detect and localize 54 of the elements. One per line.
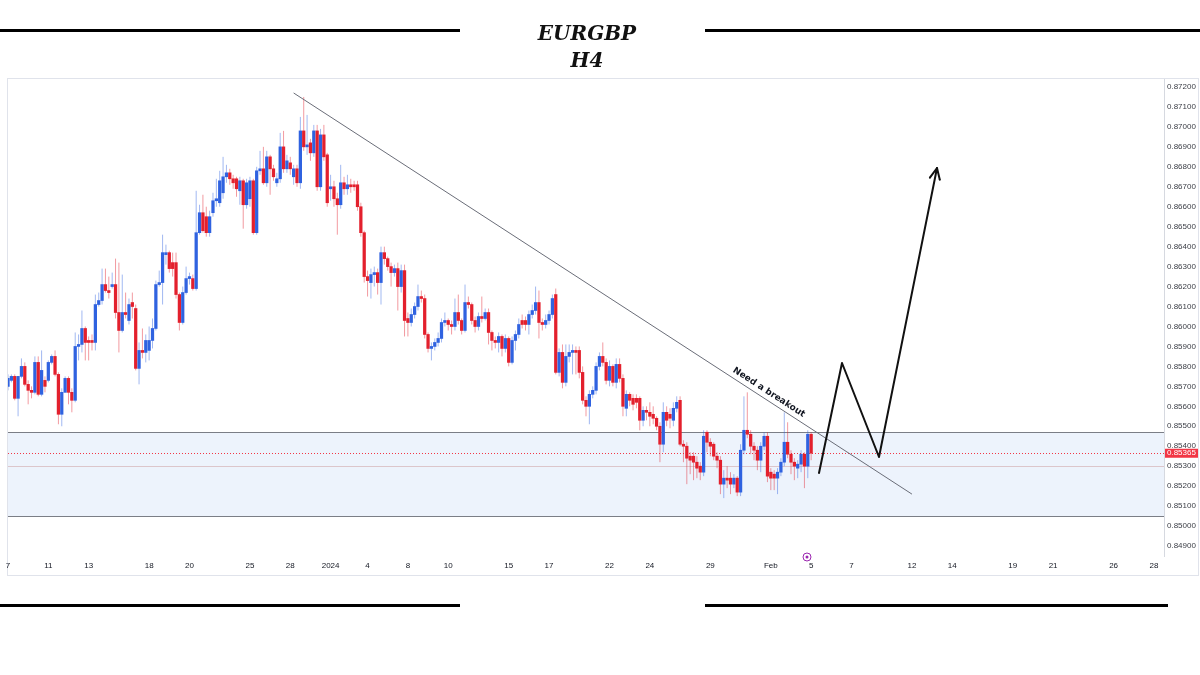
x-tick-label: 29 bbox=[705, 561, 716, 570]
y-tick-label: 0.85300 bbox=[1167, 461, 1197, 471]
y-tick-label: 0.86600 bbox=[1167, 201, 1197, 211]
y-tick-label: 0.86300 bbox=[1167, 261, 1197, 271]
x-tick-label: 18 bbox=[144, 561, 155, 570]
x-tick-label: 13 bbox=[84, 561, 94, 570]
y-tick-label: 0.84900 bbox=[1167, 541, 1197, 551]
y-tick-label: 0.86400 bbox=[1167, 241, 1197, 251]
x-tick-label: 11 bbox=[44, 561, 54, 570]
y-tick-label: 0.85700 bbox=[1167, 381, 1197, 391]
y-tick-label: 0.86100 bbox=[1167, 301, 1197, 311]
y-tick-label: 0.85600 bbox=[1167, 401, 1197, 411]
y-tick-label: 0.86500 bbox=[1167, 221, 1197, 231]
chart-title: EURGBP bbox=[536, 20, 638, 46]
x-tick-label: Feb bbox=[763, 561, 779, 570]
y-tick-label: 0.87200 bbox=[1167, 82, 1197, 92]
y-tick-label: 0.85000 bbox=[1167, 521, 1197, 531]
candlestick bbox=[43, 375, 47, 393]
ref-line-label: 0.85365 bbox=[1167, 448, 1197, 458]
y-tick-label: 0.86000 bbox=[1167, 321, 1197, 331]
x-tick-label: 19 bbox=[1008, 561, 1018, 570]
x-tick-label: 20 bbox=[185, 561, 195, 570]
x-tick-label: 4 bbox=[365, 561, 371, 570]
x-tick-label: 28 bbox=[285, 561, 296, 570]
y-tick-label: 0.87000 bbox=[1167, 122, 1197, 132]
x-tick-label: 15 bbox=[504, 561, 514, 570]
y-tick-label: 0.85100 bbox=[1167, 501, 1197, 511]
x-tick-label: 2024 bbox=[321, 561, 341, 570]
y-tick-label: 0.85200 bbox=[1167, 481, 1197, 491]
x-tick-label: 7 bbox=[5, 561, 11, 570]
chart-subtitle: H4 bbox=[569, 47, 605, 73]
y-tick-label: 0.85400 bbox=[1167, 441, 1197, 451]
x-tick-label: 21 bbox=[1048, 561, 1059, 570]
y-tick-label: 0.86800 bbox=[1167, 162, 1197, 172]
x-tick-label: 22 bbox=[605, 561, 615, 570]
candlestick bbox=[90, 333, 94, 351]
y-tick-label: 0.85800 bbox=[1167, 361, 1197, 371]
x-tick-label: 26 bbox=[1109, 561, 1119, 570]
y-tick-label: 0.86200 bbox=[1167, 281, 1197, 291]
x-tick-label: 17 bbox=[544, 561, 555, 570]
x-tick-label: 8 bbox=[405, 561, 411, 570]
x-tick-label: 10 bbox=[443, 561, 454, 570]
y-tick-label: 0.86900 bbox=[1167, 142, 1197, 152]
y-tick-label: 0.85500 bbox=[1167, 421, 1197, 431]
x-tick-label: 28 bbox=[1149, 561, 1159, 570]
x-tick-label: 24 bbox=[645, 561, 655, 570]
x-tick-label: 5 bbox=[808, 561, 814, 570]
x-tick-label: 7 bbox=[849, 561, 855, 570]
x-tick-label: 12 bbox=[907, 561, 917, 570]
y-tick-label: 0.85900 bbox=[1167, 341, 1197, 351]
y-tick-label: 0.86700 bbox=[1167, 181, 1197, 191]
x-tick-label: 25 bbox=[245, 561, 255, 570]
y-tick-label: 0.87100 bbox=[1167, 102, 1197, 112]
x-tick-label: 14 bbox=[947, 561, 958, 570]
